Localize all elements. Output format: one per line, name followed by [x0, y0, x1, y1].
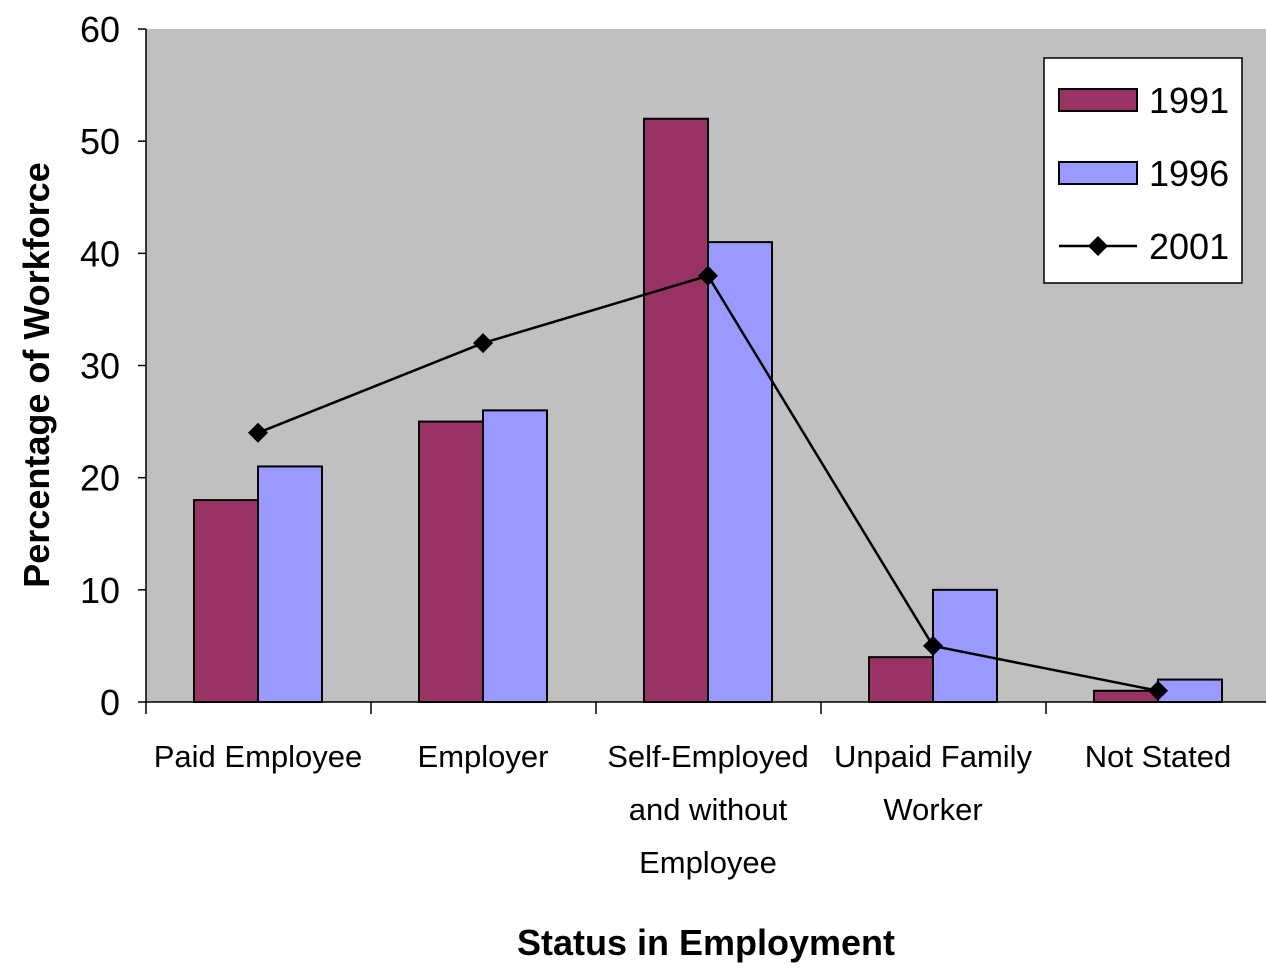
legend-marker-2001 — [1088, 236, 1108, 256]
legend-swatch-1996 — [1058, 161, 1138, 185]
bar-1996-2 — [707, 241, 773, 703]
legend-label-1996: 1996 — [1149, 153, 1229, 194]
y-tick-label-20: 20 — [80, 458, 120, 499]
y-tick-label-50: 50 — [80, 121, 120, 162]
x-label-4-0: Not Stated — [1085, 739, 1231, 774]
y-tick-label-40: 40 — [80, 233, 120, 274]
bar-1996-1 — [482, 409, 548, 703]
point-2001-1 — [473, 333, 493, 354]
point-2001-0 — [248, 422, 268, 443]
y-tick-label-60: 60 — [80, 9, 120, 50]
legend: 1991 1996 2001 — [1043, 57, 1243, 284]
point-2001-2 — [698, 265, 718, 286]
legend-label-2001: 2001 — [1149, 226, 1229, 267]
x-label-3-1: Worker — [883, 792, 982, 827]
bar-1991-4 — [1093, 689, 1159, 703]
x-label-0-0: Paid Employee — [154, 739, 363, 774]
bar-1991-2 — [643, 117, 709, 703]
y-tick-label-10: 10 — [80, 570, 120, 611]
x-label-2-0: Self-Employed — [607, 739, 809, 774]
y-axis-title: Percentage of Workforce — [16, 162, 57, 587]
x-label-1-0: Employer — [418, 739, 549, 774]
line-series-group — [248, 265, 1168, 701]
point-2001-3 — [923, 635, 943, 656]
y-tick-label-30: 30 — [80, 346, 120, 387]
x-axis-title: Status in Employment — [517, 922, 895, 963]
x-label-2-1: and without — [629, 792, 788, 827]
legend-label-1991: 1991 — [1149, 80, 1229, 121]
bar-1991-3 — [868, 656, 934, 704]
point-2001-4 — [1148, 680, 1168, 701]
y-tick-label-0: 0 — [100, 682, 120, 723]
bar-1996-0 — [257, 465, 323, 704]
x-label-2-2: Employee — [639, 845, 777, 880]
bar-1996-3 — [932, 588, 998, 703]
legend-swatch-1991 — [1058, 88, 1138, 112]
y-tick-labels: 0 10 20 30 40 50 60 — [80, 9, 120, 723]
bar-1991-0 — [193, 499, 259, 703]
axes — [138, 28, 1266, 714]
bar-group — [193, 117, 1223, 704]
bar-1991-1 — [418, 420, 484, 703]
x-label-3-0: Unpaid Family — [834, 739, 1033, 774]
x-category-labels: Paid Employee Employer Self-Employed and wi… — [154, 739, 1232, 880]
